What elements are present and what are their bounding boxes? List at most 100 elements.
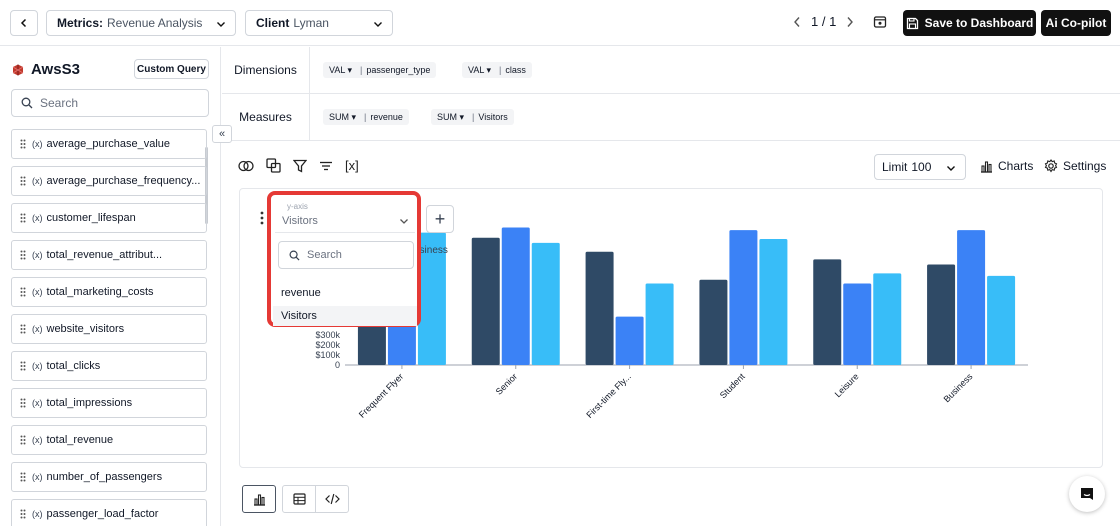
filter-icon[interactable] bbox=[293, 159, 307, 173]
chip-aggregation[interactable]: VAL ▾ bbox=[329, 64, 353, 75]
variable-icon: (x) bbox=[32, 324, 43, 334]
table-view-button[interactable] bbox=[282, 485, 316, 513]
drag-handle-icon[interactable] bbox=[20, 398, 26, 408]
measure-chip[interactable]: SUM ▾ | Visitors bbox=[431, 109, 514, 125]
chat-icon bbox=[1081, 488, 1093, 500]
chat-support-button[interactable] bbox=[1069, 476, 1105, 512]
custom-query-button[interactable]: Custom Query bbox=[134, 59, 209, 79]
bar[interactable] bbox=[501, 227, 530, 365]
dropdown-option-revenue[interactable]: revenue bbox=[281, 287, 321, 299]
code-view-button[interactable] bbox=[315, 485, 349, 513]
search-icon bbox=[289, 250, 300, 261]
bar[interactable] bbox=[843, 283, 872, 365]
field-item[interactable]: (x) website_visitors bbox=[11, 314, 207, 344]
drag-handle-icon[interactable] bbox=[20, 472, 26, 482]
limit-select[interactable]: Limit 100 bbox=[874, 154, 966, 180]
bar[interactable] bbox=[471, 237, 500, 365]
field-item[interactable]: (x) total_impressions bbox=[11, 388, 207, 418]
field-item[interactable]: (x) total_marketing_costs bbox=[11, 277, 207, 307]
x-tick-label: Leisure bbox=[833, 371, 861, 399]
preview-icon[interactable] bbox=[873, 15, 887, 29]
variables-button[interactable]: [x] bbox=[345, 158, 359, 173]
aws-s3-icon bbox=[12, 64, 24, 75]
x-tick-label: First-time Fly... bbox=[584, 371, 633, 420]
bar[interactable] bbox=[585, 251, 614, 365]
variable-icon: (x) bbox=[32, 176, 43, 186]
sidebar: AwsS3 Custom Query Search (x) average_pur… bbox=[0, 47, 221, 526]
field-list: (x) average_purchase_value (x) average_purc… bbox=[11, 129, 207, 526]
variable-icon: (x) bbox=[32, 213, 43, 223]
drag-handle-icon[interactable] bbox=[20, 213, 26, 223]
bar[interactable] bbox=[873, 273, 902, 365]
dropdown-search-input[interactable]: Search bbox=[278, 241, 414, 269]
x-tick-label: Student bbox=[718, 371, 747, 400]
drag-handle-icon[interactable] bbox=[20, 435, 26, 445]
bar[interactable] bbox=[813, 259, 842, 365]
variable-icon: (x) bbox=[32, 361, 43, 371]
y-axis-select[interactable]: y-axis Visitors bbox=[275, 201, 415, 233]
field-name: total_impressions bbox=[46, 397, 133, 409]
bar[interactable] bbox=[699, 279, 728, 365]
drag-handle-icon[interactable] bbox=[20, 176, 26, 186]
save-to-dashboard-button[interactable]: Save to Dashboard bbox=[903, 10, 1036, 36]
bar[interactable] bbox=[759, 239, 788, 365]
y-axis-value: Visitors bbox=[282, 215, 318, 227]
settings-button[interactable]: Settings bbox=[1044, 159, 1106, 173]
bar[interactable] bbox=[615, 316, 644, 365]
dimension-chip[interactable]: VAL ▾ | class bbox=[462, 62, 532, 78]
source-title: AwsS3 bbox=[12, 61, 80, 78]
more-options-icon[interactable] bbox=[260, 211, 264, 225]
chart-view-button[interactable] bbox=[242, 485, 276, 513]
field-item[interactable]: (x) passenger_load_factor bbox=[11, 499, 207, 526]
add-axis-button[interactable]: + bbox=[426, 205, 454, 233]
bar-chart-icon bbox=[253, 493, 265, 506]
field-search-input[interactable]: Search bbox=[11, 89, 209, 117]
query-toolbar: [x] bbox=[238, 158, 359, 173]
dimension-chip[interactable]: VAL ▾ | passenger_type bbox=[323, 62, 437, 78]
field-item[interactable]: (x) total_clicks bbox=[11, 351, 207, 381]
measure-chip[interactable]: SUM ▾ | revenue bbox=[323, 109, 409, 125]
bar[interactable] bbox=[957, 230, 986, 365]
union-icon[interactable] bbox=[266, 158, 281, 173]
field-item[interactable]: (x) customer_lifespan bbox=[11, 203, 207, 233]
chip-field: revenue bbox=[370, 112, 403, 122]
field-item[interactable]: (x) total_revenue_attribut... bbox=[11, 240, 207, 270]
measures-row: Measures SUM ▾ | revenue SUM ▾ | Visitors bbox=[222, 94, 1120, 141]
sort-icon[interactable] bbox=[319, 159, 333, 173]
bar[interactable] bbox=[531, 242, 560, 365]
bar[interactable] bbox=[927, 264, 956, 365]
y-tick-label: $300k bbox=[315, 330, 340, 340]
drag-handle-icon[interactable] bbox=[20, 287, 26, 297]
dropdown-option-visitors[interactable]: Visitors bbox=[273, 306, 417, 326]
chip-aggregation[interactable]: VAL ▾ bbox=[468, 64, 492, 75]
field-item[interactable]: (x) average_purchase_value bbox=[11, 129, 207, 159]
chip-aggregation[interactable]: SUM ▾ bbox=[329, 111, 357, 122]
drag-handle-icon[interactable] bbox=[20, 250, 26, 260]
join-icon[interactable] bbox=[238, 159, 254, 173]
drag-handle-icon[interactable] bbox=[20, 139, 26, 149]
ai-copilot-button[interactable]: Ai Co-pilot bbox=[1041, 10, 1111, 36]
metrics-select[interactable]: Metrics: Revenue Analysis bbox=[46, 10, 236, 36]
y-axis-dropdown: y-axis Visitors Search revenue Visitors bbox=[267, 191, 421, 327]
field-item[interactable]: (x) total_revenue bbox=[11, 425, 207, 455]
drag-handle-icon[interactable] bbox=[20, 324, 26, 334]
field-item[interactable]: (x) average_purchase_frequency... bbox=[11, 166, 207, 196]
bar[interactable] bbox=[645, 283, 674, 365]
drag-handle-icon[interactable] bbox=[20, 509, 26, 519]
bar[interactable] bbox=[729, 230, 758, 365]
prev-page-icon[interactable] bbox=[792, 16, 802, 28]
charts-button[interactable]: Charts bbox=[980, 159, 1033, 173]
field-item[interactable]: (x) number_of_passengers bbox=[11, 462, 207, 492]
chip-aggregation[interactable]: SUM ▾ bbox=[437, 111, 465, 122]
y-axis-label: y-axis bbox=[287, 202, 308, 211]
bar[interactable] bbox=[417, 232, 446, 365]
bar[interactable] bbox=[987, 275, 1016, 365]
measures-label: Measures bbox=[222, 94, 310, 140]
drag-handle-icon[interactable] bbox=[20, 361, 26, 371]
next-page-icon[interactable] bbox=[845, 16, 855, 28]
variable-icon: (x) bbox=[32, 509, 43, 519]
back-button[interactable] bbox=[10, 10, 38, 36]
client-select[interactable]: Client Lyman bbox=[245, 10, 393, 36]
collapse-sidebar-button[interactable]: « bbox=[212, 125, 232, 143]
